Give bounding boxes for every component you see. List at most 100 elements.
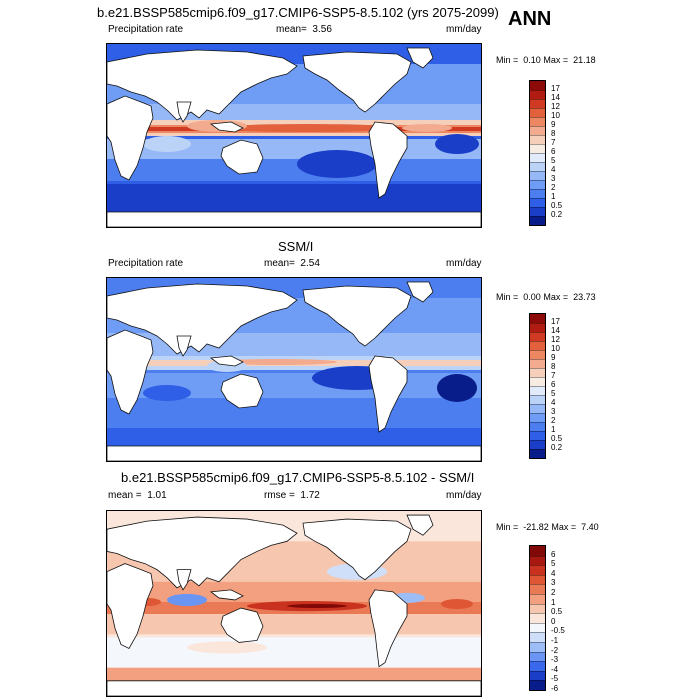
- precip-feature: [437, 374, 477, 402]
- panel3-map: [106, 510, 482, 697]
- colorbar-tick-label: 4: [551, 398, 556, 407]
- south-america-land: [368, 589, 408, 668]
- colorbar-swatch: [530, 632, 545, 642]
- precip-feature: [435, 134, 479, 154]
- panel3-colorbar: [529, 545, 546, 691]
- colorbar-tick-label: 10: [551, 111, 560, 120]
- australia-land: [220, 607, 264, 643]
- colorbar-swatch: [530, 641, 545, 652]
- colorbar-swatch: [530, 574, 545, 585]
- colorbar-tick-label: -5: [551, 674, 559, 684]
- panel3-max-value: 7.40: [581, 522, 599, 532]
- colorbar-tick-label: 5: [551, 559, 556, 569]
- colorbar-swatch: [530, 680, 545, 690]
- colorbar-tick-label: 6: [551, 380, 556, 389]
- precip-band: [107, 637, 481, 668]
- south-america-land: [368, 121, 408, 199]
- panel3-rmse-value: 1.72: [300, 490, 320, 501]
- colorbar-swatch: [530, 207, 545, 216]
- colorbar-tick-label: 4: [551, 165, 556, 174]
- panel2-minmax: Min = 0.00 Max = 23.73: [496, 292, 596, 302]
- colorbar-tick-label: 2: [551, 416, 556, 425]
- colorbar-tick-label: -3: [551, 655, 559, 665]
- precip-feature: [217, 124, 397, 132]
- colorbar-swatch: [530, 368, 545, 377]
- colorbar-tick-label: 0.5: [551, 434, 563, 443]
- colorbar-tick-label: 9: [551, 120, 556, 129]
- north-america-land: [302, 285, 412, 347]
- colorbar-swatch: [530, 622, 545, 633]
- colorbar-tick-label: 9: [551, 353, 556, 362]
- panel1-max-value: 21.18: [573, 55, 596, 65]
- colorbar-tick-label: 3: [551, 407, 556, 416]
- australia-land: [220, 373, 264, 409]
- antarctica-land: [107, 445, 481, 461]
- africa-land: [107, 329, 154, 415]
- panel1-variable-label: Precipitation rate: [108, 24, 184, 35]
- panel1-min-value: 0.10: [523, 55, 541, 65]
- colorbar-swatch: [530, 440, 545, 449]
- panel2-variable-label: Precipitation rate: [108, 258, 184, 269]
- colorbar-swatch: [530, 171, 545, 180]
- colorbar-tick-label: 12: [551, 335, 560, 344]
- colorbar-tick-label: 2: [551, 183, 556, 192]
- colorbar-swatch: [530, 144, 545, 153]
- colorbar-tick-label: 2: [551, 588, 556, 597]
- colorbar-tick-label: 8: [551, 129, 556, 138]
- indonesia-land: [209, 355, 244, 367]
- colorbar-swatch: [530, 661, 545, 671]
- colorbar-tick-label: 0.5: [551, 201, 563, 210]
- precip-feature: [217, 359, 337, 365]
- precip-band: [107, 428, 481, 446]
- colorbar-swatch: [530, 670, 545, 681]
- season-label: ANN: [508, 8, 552, 30]
- india-land: [176, 101, 192, 123]
- colorbar-tick-label: 1: [551, 192, 556, 201]
- europe-asia-land: [107, 49, 298, 121]
- precip-feature: [167, 593, 207, 607]
- panel1-minmax: Min = 0.10 Max = 21.18: [496, 55, 596, 65]
- colorbar-tick-label: 17: [551, 317, 560, 326]
- colorbar-tick-label: 12: [551, 102, 560, 111]
- precip-feature: [402, 124, 452, 132]
- colorbar-tick-label: 4: [551, 568, 556, 578]
- colorbar-tick-label: 0.2: [551, 210, 563, 219]
- africa-land: [107, 563, 154, 650]
- colorbar-tick-label: -0.5: [551, 626, 565, 636]
- north-america-land: [302, 518, 412, 581]
- colorbar-swatch: [530, 135, 545, 144]
- panel2-min-value: 0.00: [523, 292, 541, 302]
- colorbar-tick-label: 0: [551, 616, 556, 626]
- colorbar-swatch: [530, 216, 545, 225]
- colorbar-swatch: [530, 651, 545, 662]
- panel3-mean-value: 1.01: [147, 490, 167, 501]
- panel3-units: mm/day: [446, 490, 482, 501]
- panel3-title: b.e21.BSSP585cmip6.f09_g17.CMIP6-SSP5-8.…: [121, 470, 475, 485]
- north-america-land: [302, 51, 412, 113]
- colorbar-swatch: [530, 593, 545, 604]
- panel1-mean-value: 3.56: [312, 24, 332, 35]
- colorbar-swatch: [530, 189, 545, 198]
- colorbar-tick-label: 14: [551, 326, 560, 335]
- colorbar-swatch: [530, 350, 545, 359]
- panel3-min-value: -21.82: [523, 522, 549, 532]
- colorbar-swatch: [530, 546, 545, 556]
- colorbar-swatch: [530, 314, 545, 323]
- colorbar-tick-label: 1: [551, 597, 556, 607]
- panel2-units: mm/day: [446, 258, 482, 269]
- colorbar-tick-label: 7: [551, 371, 556, 380]
- colorbar-swatch: [530, 386, 545, 395]
- precip-feature: [441, 598, 473, 610]
- colorbar-swatch: [530, 162, 545, 171]
- panel1-units: mm/day: [446, 24, 482, 35]
- colorbar-swatch: [530, 108, 545, 117]
- colorbar-swatch: [530, 81, 545, 90]
- colorbar-swatch: [530, 603, 545, 614]
- colorbar-tick-label: 8: [551, 362, 556, 371]
- panel1-map: [106, 43, 482, 228]
- colorbar-swatch: [530, 395, 545, 404]
- panel2-title: SSM/I: [278, 239, 314, 254]
- colorbar-swatch: [530, 180, 545, 189]
- colorbar-tick-label: 3: [551, 578, 556, 588]
- colorbar-swatch: [530, 323, 545, 332]
